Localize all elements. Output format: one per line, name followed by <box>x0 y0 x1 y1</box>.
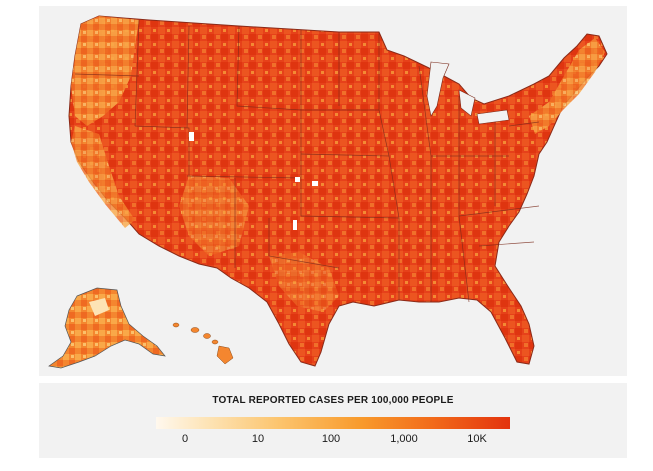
legend-tick-10: 10 <box>251 433 265 445</box>
no-data-county <box>312 181 318 186</box>
legend-tick-1000: 1,000 <box>390 433 418 445</box>
state-borders <box>74 19 540 303</box>
legend-tick-0: 0 <box>181 433 189 445</box>
choropleth-map <box>48 15 608 369</box>
legend-tick-10k: 10K <box>467 433 487 445</box>
great-lakes <box>426 61 510 125</box>
legend-panel: TOTAL REPORTED CASES PER 100,000 PEOPLE … <box>39 383 627 458</box>
legend-title: TOTAL REPORTED CASES PER 100,000 PEOPLE <box>212 395 454 406</box>
map-panel <box>39 6 627 376</box>
hawaii <box>172 322 234 365</box>
no-data-county <box>189 132 194 141</box>
pacific-northwest-light <box>71 16 139 126</box>
california-light <box>71 126 135 228</box>
alaska-light-area <box>89 298 109 316</box>
legend-color-scale <box>156 417 510 429</box>
legend-tick-100: 100 <box>321 433 341 445</box>
mountain-west-light <box>179 176 249 256</box>
northeast-light <box>529 38 605 134</box>
alaska <box>48 287 166 369</box>
no-data-county <box>295 177 300 182</box>
texas-light <box>269 252 339 312</box>
contiguous-us <box>68 15 608 367</box>
no-data-county <box>293 220 297 230</box>
